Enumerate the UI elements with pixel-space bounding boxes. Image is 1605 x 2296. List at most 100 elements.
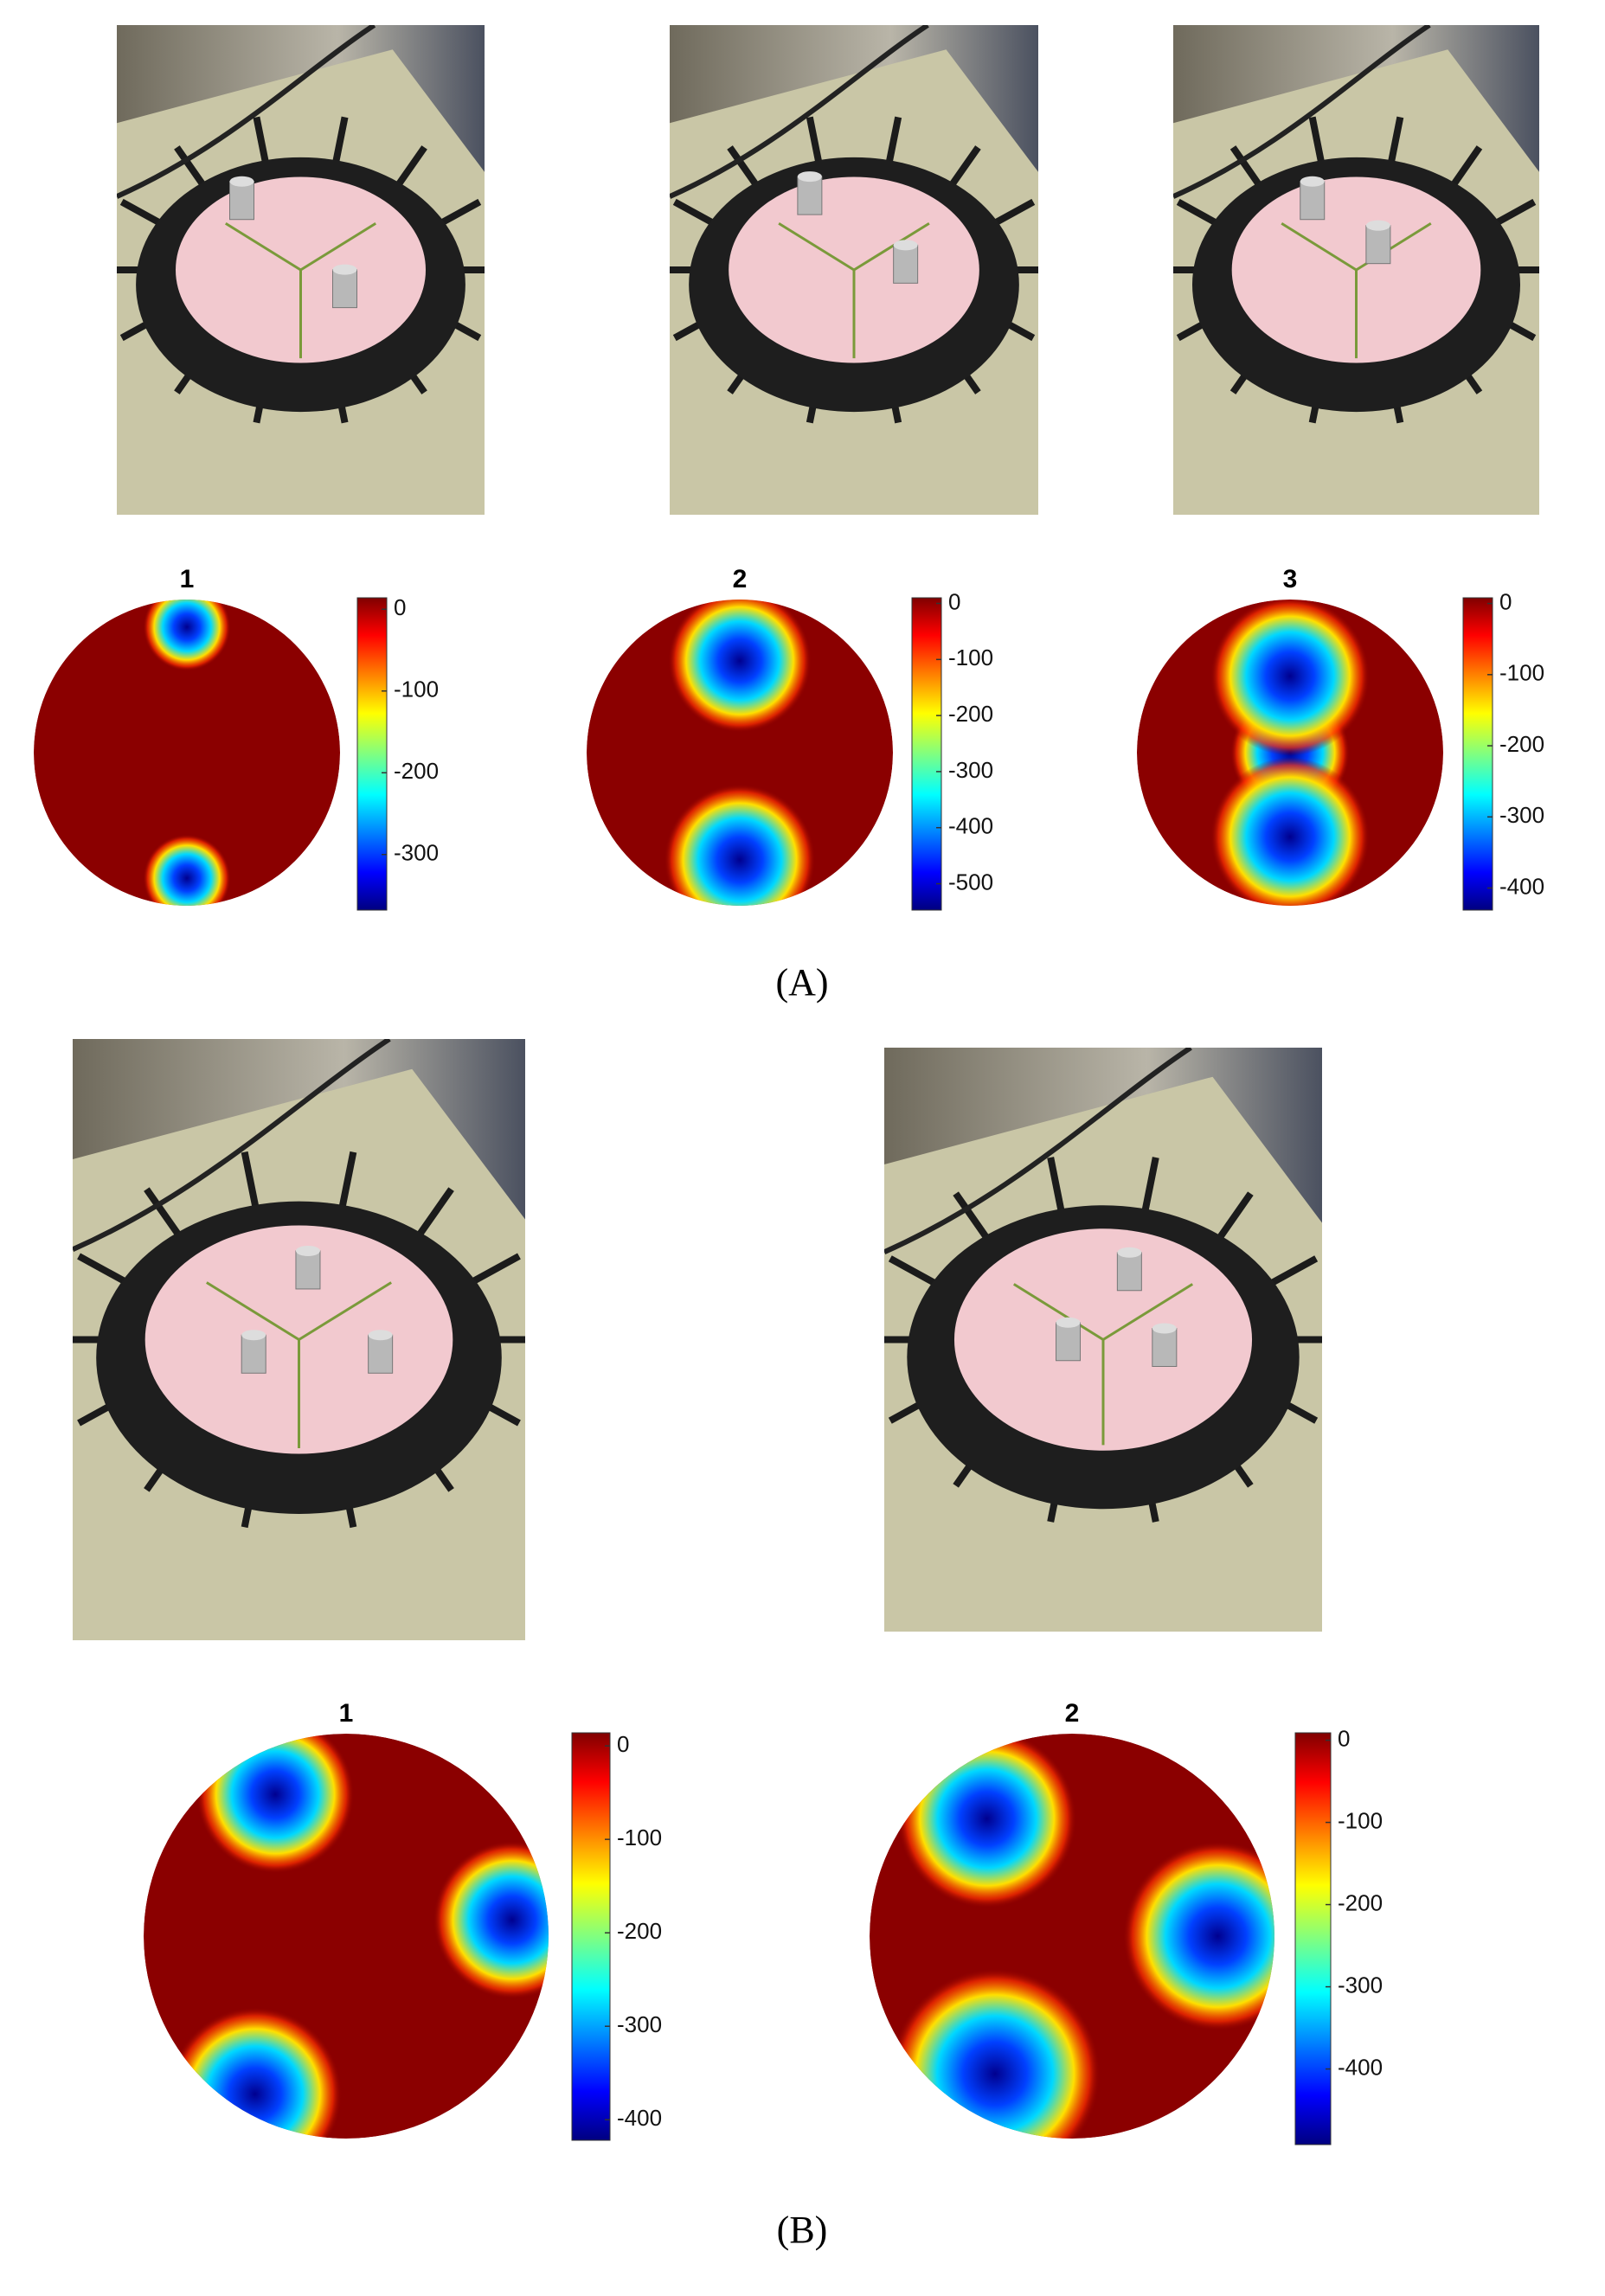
heatmap [870, 1734, 1274, 2139]
panel-label: (B) [777, 2209, 828, 2251]
cylinder [797, 176, 823, 215]
colorbar-tick-label: -100 [394, 677, 439, 702]
cylinder-top [1365, 220, 1390, 231]
colorbar [1462, 597, 1493, 911]
colorbar-tick-label: -200 [1499, 731, 1544, 757]
colorbar-tick-label: 0 [1499, 588, 1512, 614]
heatmap-blob [168, 2007, 343, 2139]
colorbar-tick-label: -300 [1499, 802, 1544, 828]
cables [670, 25, 929, 199]
cables [117, 25, 376, 199]
colorbar-tick-label: 0 [948, 588, 960, 614]
photo [670, 25, 1038, 515]
seam [1012, 1283, 1104, 1341]
plot-title: 3 [1283, 565, 1298, 593]
colorbar [356, 597, 388, 911]
heatmap-blob [664, 784, 816, 906]
cylinder [1152, 1328, 1178, 1367]
heatmap-blob [143, 600, 231, 671]
photo [73, 1039, 525, 1640]
cylinder [229, 181, 254, 221]
colorbar-tick-label: -200 [1338, 1889, 1383, 1915]
plot-title: 1 [180, 565, 195, 593]
colorbar-tick-label: -100 [617, 1825, 662, 1850]
cylinder-top [241, 1330, 266, 1341]
colorbar-tick-label: -200 [948, 701, 993, 727]
colorbar-tick-label: -100 [1338, 1807, 1383, 1833]
heatmap-blob [1210, 757, 1371, 906]
cylinder-top [797, 171, 822, 183]
cylinder-top [1056, 1317, 1081, 1328]
colorbar [571, 1732, 611, 2141]
colorbar-tick-label: -500 [948, 869, 993, 895]
colorbar-tick-label: -400 [1499, 873, 1544, 899]
panel-label: (A) [775, 961, 828, 1004]
cylinder [1056, 1322, 1082, 1362]
cylinder [1300, 181, 1326, 221]
heatmap-blob [1122, 1841, 1274, 2031]
heatmap [144, 1734, 549, 2139]
colorbar-tick-label: -300 [1338, 1972, 1383, 1998]
cylinder [893, 244, 919, 284]
seam [1281, 221, 1358, 272]
plot-title: 2 [1065, 1699, 1080, 1728]
cylinder-top [229, 176, 254, 187]
heatmap-bg [34, 600, 340, 906]
colorbar-tick-label: 0 [1338, 1725, 1350, 1751]
heatmap-blob [889, 1968, 1101, 2139]
cylinder-top [368, 1330, 393, 1341]
photo [1173, 25, 1539, 515]
heatmap-blob [1210, 600, 1371, 756]
heatmap-blob [433, 1841, 549, 1999]
colorbar-tick-label: -100 [1499, 660, 1544, 686]
colorbar [1294, 1732, 1332, 2145]
seam [206, 1281, 300, 1341]
cylinder [368, 1334, 394, 1374]
colorbar-tick-label: -400 [948, 813, 993, 839]
cylinder [332, 269, 357, 309]
cables [73, 1039, 391, 1252]
cables [884, 1048, 1192, 1254]
heatmap [34, 600, 340, 906]
cylinder-top [1152, 1323, 1177, 1334]
seam [298, 1281, 392, 1341]
heatmap [1137, 600, 1443, 906]
photo [884, 1048, 1322, 1632]
colorbar-tick-label: -100 [948, 645, 993, 670]
colorbar-tick-label: -300 [948, 757, 993, 783]
cylinder [295, 1250, 321, 1290]
colorbar-tick-label: -400 [1338, 2054, 1383, 2080]
heatmap-blob [196, 1734, 355, 1874]
seam [299, 221, 376, 272]
cylinder-top [332, 264, 357, 275]
cylinder [241, 1334, 266, 1374]
cylinder-top [893, 240, 918, 251]
heatmap-blob [897, 1734, 1077, 1908]
colorbar-tick-label: 0 [394, 594, 406, 620]
heatmap-blob [668, 600, 812, 733]
cylinder-top [1300, 176, 1325, 187]
plot-title: 2 [733, 565, 748, 593]
seam [1102, 1283, 1194, 1341]
heatmap [587, 600, 893, 906]
cylinder-top [295, 1245, 320, 1256]
colorbar-tick-label: -200 [617, 1918, 662, 1944]
seam [225, 221, 302, 272]
colorbar-tick-label: 0 [617, 1731, 629, 1757]
photo [117, 25, 485, 515]
colorbar-tick-label: -300 [617, 2011, 662, 2037]
cylinder [1365, 225, 1391, 265]
heatmap-bg [587, 600, 893, 906]
cylinder-top [1117, 1247, 1142, 1258]
cylinder [1116, 1252, 1142, 1292]
colorbar [911, 597, 942, 911]
colorbar-tick-label: -400 [617, 2105, 662, 2131]
cables [1173, 25, 1431, 199]
seam [853, 221, 930, 272]
plot-title: 1 [339, 1699, 354, 1728]
colorbar-tick-label: -300 [394, 840, 439, 866]
seam [778, 221, 855, 272]
heatmap-blob [143, 834, 231, 906]
colorbar-tick-label: -200 [394, 758, 439, 784]
